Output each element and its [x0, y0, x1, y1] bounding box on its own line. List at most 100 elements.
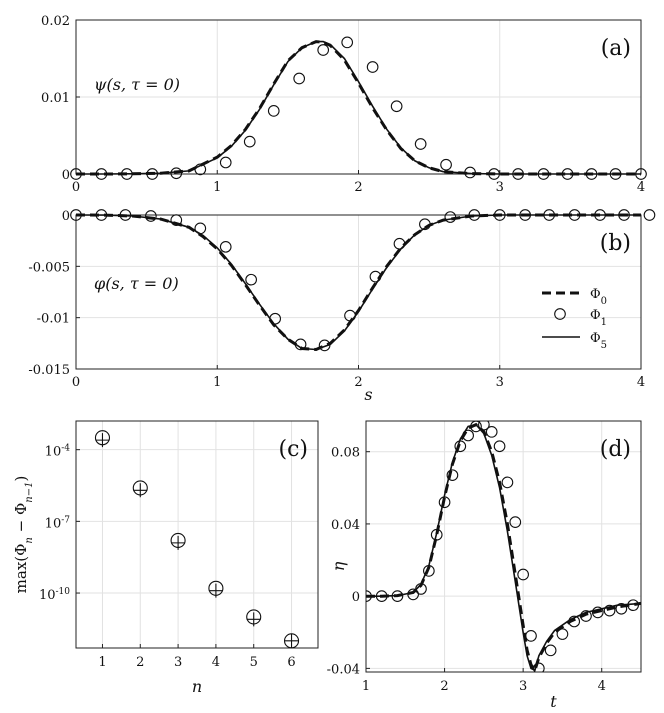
y-tick-label: -0.015 — [28, 363, 70, 378]
data-point-circle — [603, 604, 616, 617]
legend-swatch-circle — [554, 308, 566, 320]
legend-entry: Φ0 — [590, 287, 607, 307]
x-tick-label: 4 — [212, 655, 220, 670]
data-point-Φ1 — [341, 36, 354, 49]
y-tick-label: 10-7 — [45, 515, 71, 531]
panel-b: 0 1 2 3 4 0 -0.005 -0.01 -0.015 (b) φ(s, τ = 0) s Φ0… — [28, 209, 656, 404]
y-tick-label: 0.01 — [41, 91, 70, 106]
y-tick-label: -0.04 — [327, 662, 360, 677]
data-point-Φ1 — [366, 61, 379, 73]
y-tick-label: 0.04 — [331, 518, 360, 533]
data-point-Φ1 — [219, 156, 232, 169]
data-point-Φ1 — [444, 211, 457, 223]
data-point-Φ1 — [245, 273, 257, 286]
data-point-Φ1 — [219, 240, 232, 253]
data-point-circle — [556, 628, 569, 640]
y-tick-label: 10-10 — [39, 587, 70, 603]
x-tick-label: 2 — [136, 655, 144, 670]
x-tick-label: 4 — [637, 180, 645, 195]
data-point-Φ1 — [243, 135, 256, 148]
data-point-Φ1 — [390, 100, 403, 113]
x-tick-label: 4 — [598, 679, 606, 694]
x-axis-label: s — [364, 385, 372, 404]
data-point-circle — [501, 476, 514, 489]
data-point-Φ1 — [170, 214, 183, 226]
y-tick-label: -0.01 — [37, 312, 70, 327]
data-point-plus — [133, 483, 148, 498]
panel-c: 1 2 3 4 5 6 10-4 10-7 10-10 (c) n max(Φn − Φn−1) — [12, 420, 319, 696]
data-point-Φ1 — [269, 312, 282, 325]
data-point-circle — [533, 662, 545, 672]
y-axis-label: η — [329, 561, 348, 571]
data-point-circle — [544, 644, 557, 657]
data-point-Φ1 — [293, 72, 306, 85]
data-point-circle — [509, 516, 522, 528]
data-point-Φ1 — [194, 163, 207, 176]
x-tick-label: 3 — [496, 180, 504, 195]
x-tick-label: 1 — [362, 679, 370, 694]
y-tick-label: -0.005 — [28, 260, 70, 275]
data-point-Φ1 — [145, 210, 157, 222]
panel-a: 0 1 2 3 4 0 0.01 0.02 (a) ψ(s, τ = 0) — [41, 14, 647, 195]
panel-label: (a) — [601, 36, 631, 61]
data-point-circle — [615, 602, 628, 615]
data-point-Φ1 — [393, 237, 406, 250]
axes-frame — [75, 420, 319, 649]
legend-entry: Φ1 — [590, 308, 607, 328]
y-tick-label: 0 — [62, 209, 70, 224]
data-point-Φ1 — [317, 44, 330, 56]
axes-frame — [365, 420, 642, 673]
data-point-plus — [284, 633, 299, 648]
y-tick-label: 0.08 — [331, 446, 360, 461]
data-point-Φ1 — [440, 158, 452, 171]
data-point-Φ1 — [414, 138, 427, 150]
data-point-circle — [591, 606, 604, 619]
series-line-Φ5 — [76, 40, 641, 175]
x-axis-label: t — [550, 692, 557, 711]
x-tick-label: 1 — [213, 375, 221, 390]
data-point-circle — [525, 630, 537, 642]
y-tick-label: 0 — [62, 168, 70, 183]
data-point-circle — [485, 425, 498, 438]
x-tick-label: 0 — [72, 375, 80, 390]
panel-label: (d) — [600, 437, 631, 462]
x-tick-label: 1 — [213, 180, 221, 195]
data-point-circle — [517, 568, 529, 581]
data-point-circle — [580, 610, 592, 622]
data-point-Φ1 — [170, 167, 183, 180]
panel-label: (b) — [600, 231, 631, 256]
x-tick-label: 4 — [637, 375, 645, 390]
data-point-circle — [478, 421, 490, 431]
x-tick-label: 3 — [519, 679, 527, 694]
series-line-solid — [366, 423, 641, 672]
y-axis-label: max(Φn − Φn−1) — [12, 476, 35, 594]
x-tick-label: 2 — [440, 679, 448, 694]
x-tick-label: 1 — [98, 655, 106, 670]
series-line-Φ5 — [75, 214, 641, 351]
x-tick-label: 6 — [287, 655, 295, 670]
y-tick-label: 10-4 — [45, 444, 71, 460]
curve-annotation: ψ(s, τ = 0) — [94, 75, 180, 94]
data-point-circle — [446, 469, 459, 482]
data-point-plus — [246, 612, 261, 627]
legend-entry: Φ5 — [590, 331, 607, 351]
x-tick-label: 0 — [72, 180, 80, 195]
data-point-circle — [493, 440, 506, 453]
x-tick-label: 2 — [354, 180, 362, 195]
x-tick-label: 3 — [496, 375, 504, 390]
data-point-plus — [208, 583, 223, 598]
y-tick-label: 0.02 — [41, 14, 70, 29]
data-point-Φ1 — [267, 105, 280, 117]
data-point-plus — [95, 433, 110, 448]
y-tick-label: 0 — [352, 590, 360, 605]
data-point-Φ1 — [643, 209, 656, 221]
x-tick-label: 3 — [174, 655, 182, 670]
x-tick-label: 2 — [354, 375, 362, 390]
x-tick-label: 5 — [250, 655, 258, 670]
curve-annotation: φ(s, τ = 0) — [94, 274, 179, 293]
panel-label: (c) — [279, 437, 309, 462]
x-axis-label: n — [192, 677, 202, 696]
panel-d: 1 2 3 4 0.08 0.04 0 -0.04 (d) t η — [327, 420, 642, 711]
